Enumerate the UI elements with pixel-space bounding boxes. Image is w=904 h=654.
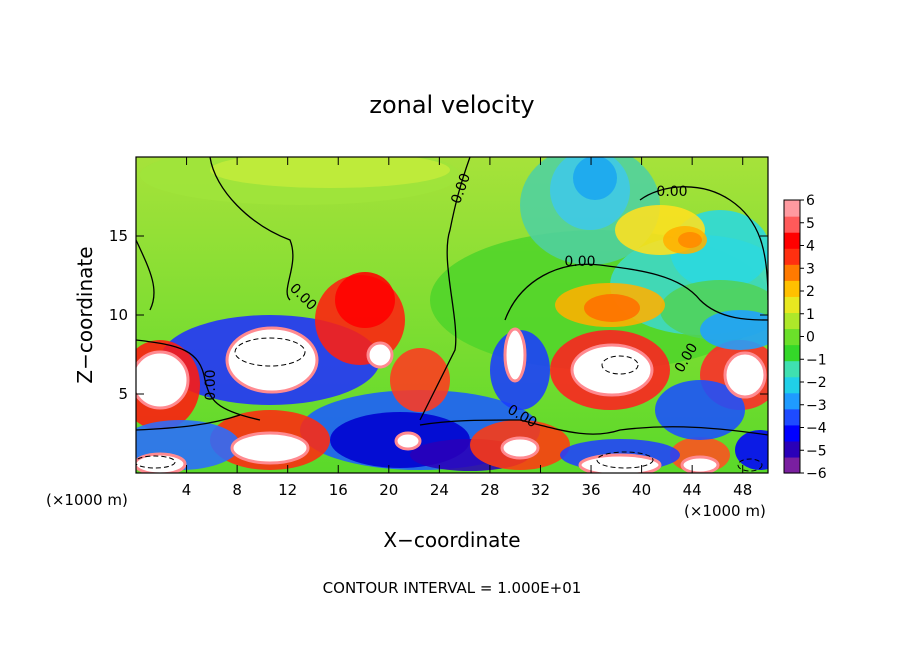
colorbar-tick-label: 4: [806, 239, 815, 255]
saturated-region: [578, 453, 662, 473]
colorbar-tick-label: 6: [806, 193, 815, 209]
contour-value-label: 0.00: [564, 254, 595, 270]
saturated-region: [230, 431, 310, 465]
saturated-region: [570, 343, 654, 397]
chart-title: zonal velocity: [369, 91, 534, 119]
negative-contour: [136, 455, 176, 469]
contour-interval-note: CONTOUR INTERVAL = 1.000E+01: [323, 579, 582, 597]
saturated-region: [225, 326, 319, 394]
saturated-region: [366, 341, 394, 369]
x-tick-label: 24: [430, 481, 449, 499]
x-unit-left: (×1000 m): [46, 491, 128, 509]
colorbar-tick-label: 5: [806, 216, 815, 232]
colorbar-tick-label: 2: [806, 284, 815, 300]
x-tick-label: 40: [632, 481, 651, 499]
saturated-region: [723, 351, 767, 399]
contour-lines: [136, 157, 768, 472]
negative-contour: [234, 337, 306, 367]
colorbar-swatch: [784, 264, 800, 281]
colorbar-swatch: [784, 328, 800, 346]
plot-area: 0.000.000.000.000.000.000.00 4 8 12 16 20 24 2…: [109, 156, 769, 499]
field-patch: [584, 294, 640, 322]
field-patch: [573, 157, 617, 200]
colorbar-swatch: [784, 360, 800, 378]
y-axis-ticks: 5 10 15: [109, 227, 768, 403]
colorbar-tick-label: 3: [806, 261, 815, 277]
field-patch: [678, 232, 702, 248]
colorbar-tick-label: −4: [806, 421, 827, 437]
field-patch: [735, 430, 768, 470]
x-tick-label: 28: [480, 481, 499, 499]
colorbar-swatch: [784, 296, 800, 314]
negative-contour: [737, 458, 763, 472]
contour-line: [419, 157, 471, 421]
colorbar-swatch: [784, 408, 800, 426]
x-tick-label: 16: [329, 481, 348, 499]
saturated-region: [136, 452, 187, 473]
contour-line: [419, 419, 768, 436]
colorbar-tick-label: −3: [806, 398, 827, 414]
x-unit-right: (×1000 m): [684, 502, 766, 520]
field-patch: [390, 348, 450, 412]
saturated-region: [136, 350, 190, 410]
colorbar-tick-label: −1: [806, 352, 827, 368]
contour-line: [639, 186, 768, 301]
colorbar-swatch: [784, 248, 800, 265]
saturated-region: [500, 436, 540, 460]
colorbar-swatch: [784, 440, 800, 458]
x-tick-label: 48: [733, 481, 752, 499]
colorbar-swatch: [784, 392, 800, 410]
contour-value-label: 0.00: [203, 369, 219, 400]
x-axis-ticks: 4 8 12 16 20 24 28 32 36 40 44 48: [182, 157, 752, 499]
colorbar-tick-label: −5: [806, 443, 827, 459]
colorbar-swatch: [784, 216, 800, 233]
velocity-field: [136, 157, 768, 473]
x-tick-label: 44: [683, 481, 702, 499]
contour-line: [136, 414, 241, 431]
colorbar-swatch: [784, 376, 800, 394]
y-tick-label: 10: [109, 306, 128, 324]
y-tick-label: 5: [118, 385, 128, 403]
contour-line: [209, 157, 294, 301]
negative-contour: [596, 451, 654, 469]
colorbar-swatch: [784, 456, 800, 474]
contour-value-label: 0.00: [656, 184, 687, 200]
colorbar-swatch: [784, 424, 800, 442]
y-axis-label: Z−coordinate: [73, 246, 97, 383]
x-axis-label: X−coordinate: [383, 528, 520, 552]
saturated-region: [394, 431, 422, 451]
field-patch: [655, 380, 745, 440]
saturated-region: [680, 455, 720, 473]
colorbar: 6 5 4 3 2 1 0 −1 −2 −3 −4 −5 −6: [783, 193, 827, 482]
colorbar-swatch: [784, 312, 800, 330]
colorbar-tick-label: 0: [806, 330, 815, 346]
colorbar-tick-label: 1: [806, 307, 815, 323]
x-tick-label: 4: [182, 481, 192, 499]
saturated-region: [503, 327, 527, 383]
field-patch: [335, 272, 395, 328]
contour-line: [136, 239, 155, 311]
x-tick-label: 20: [379, 481, 398, 499]
colorbar-swatch: [784, 280, 800, 297]
colorbar-swatch: [784, 200, 800, 217]
x-tick-label: 36: [581, 481, 600, 499]
x-tick-label: 12: [278, 481, 297, 499]
contour-line: [504, 263, 768, 321]
x-tick-label: 8: [232, 481, 242, 499]
colorbar-swatch: [784, 344, 800, 362]
colorbar-swatch: [784, 232, 800, 249]
colorbar-tick-label: −2: [806, 375, 827, 391]
colorbar-tick-label: −6: [806, 466, 827, 482]
field-patch: [210, 157, 450, 188]
negative-contour: [601, 355, 639, 375]
y-tick-label: 15: [109, 227, 128, 245]
contour-line: [136, 339, 261, 421]
x-tick-label: 32: [531, 481, 550, 499]
